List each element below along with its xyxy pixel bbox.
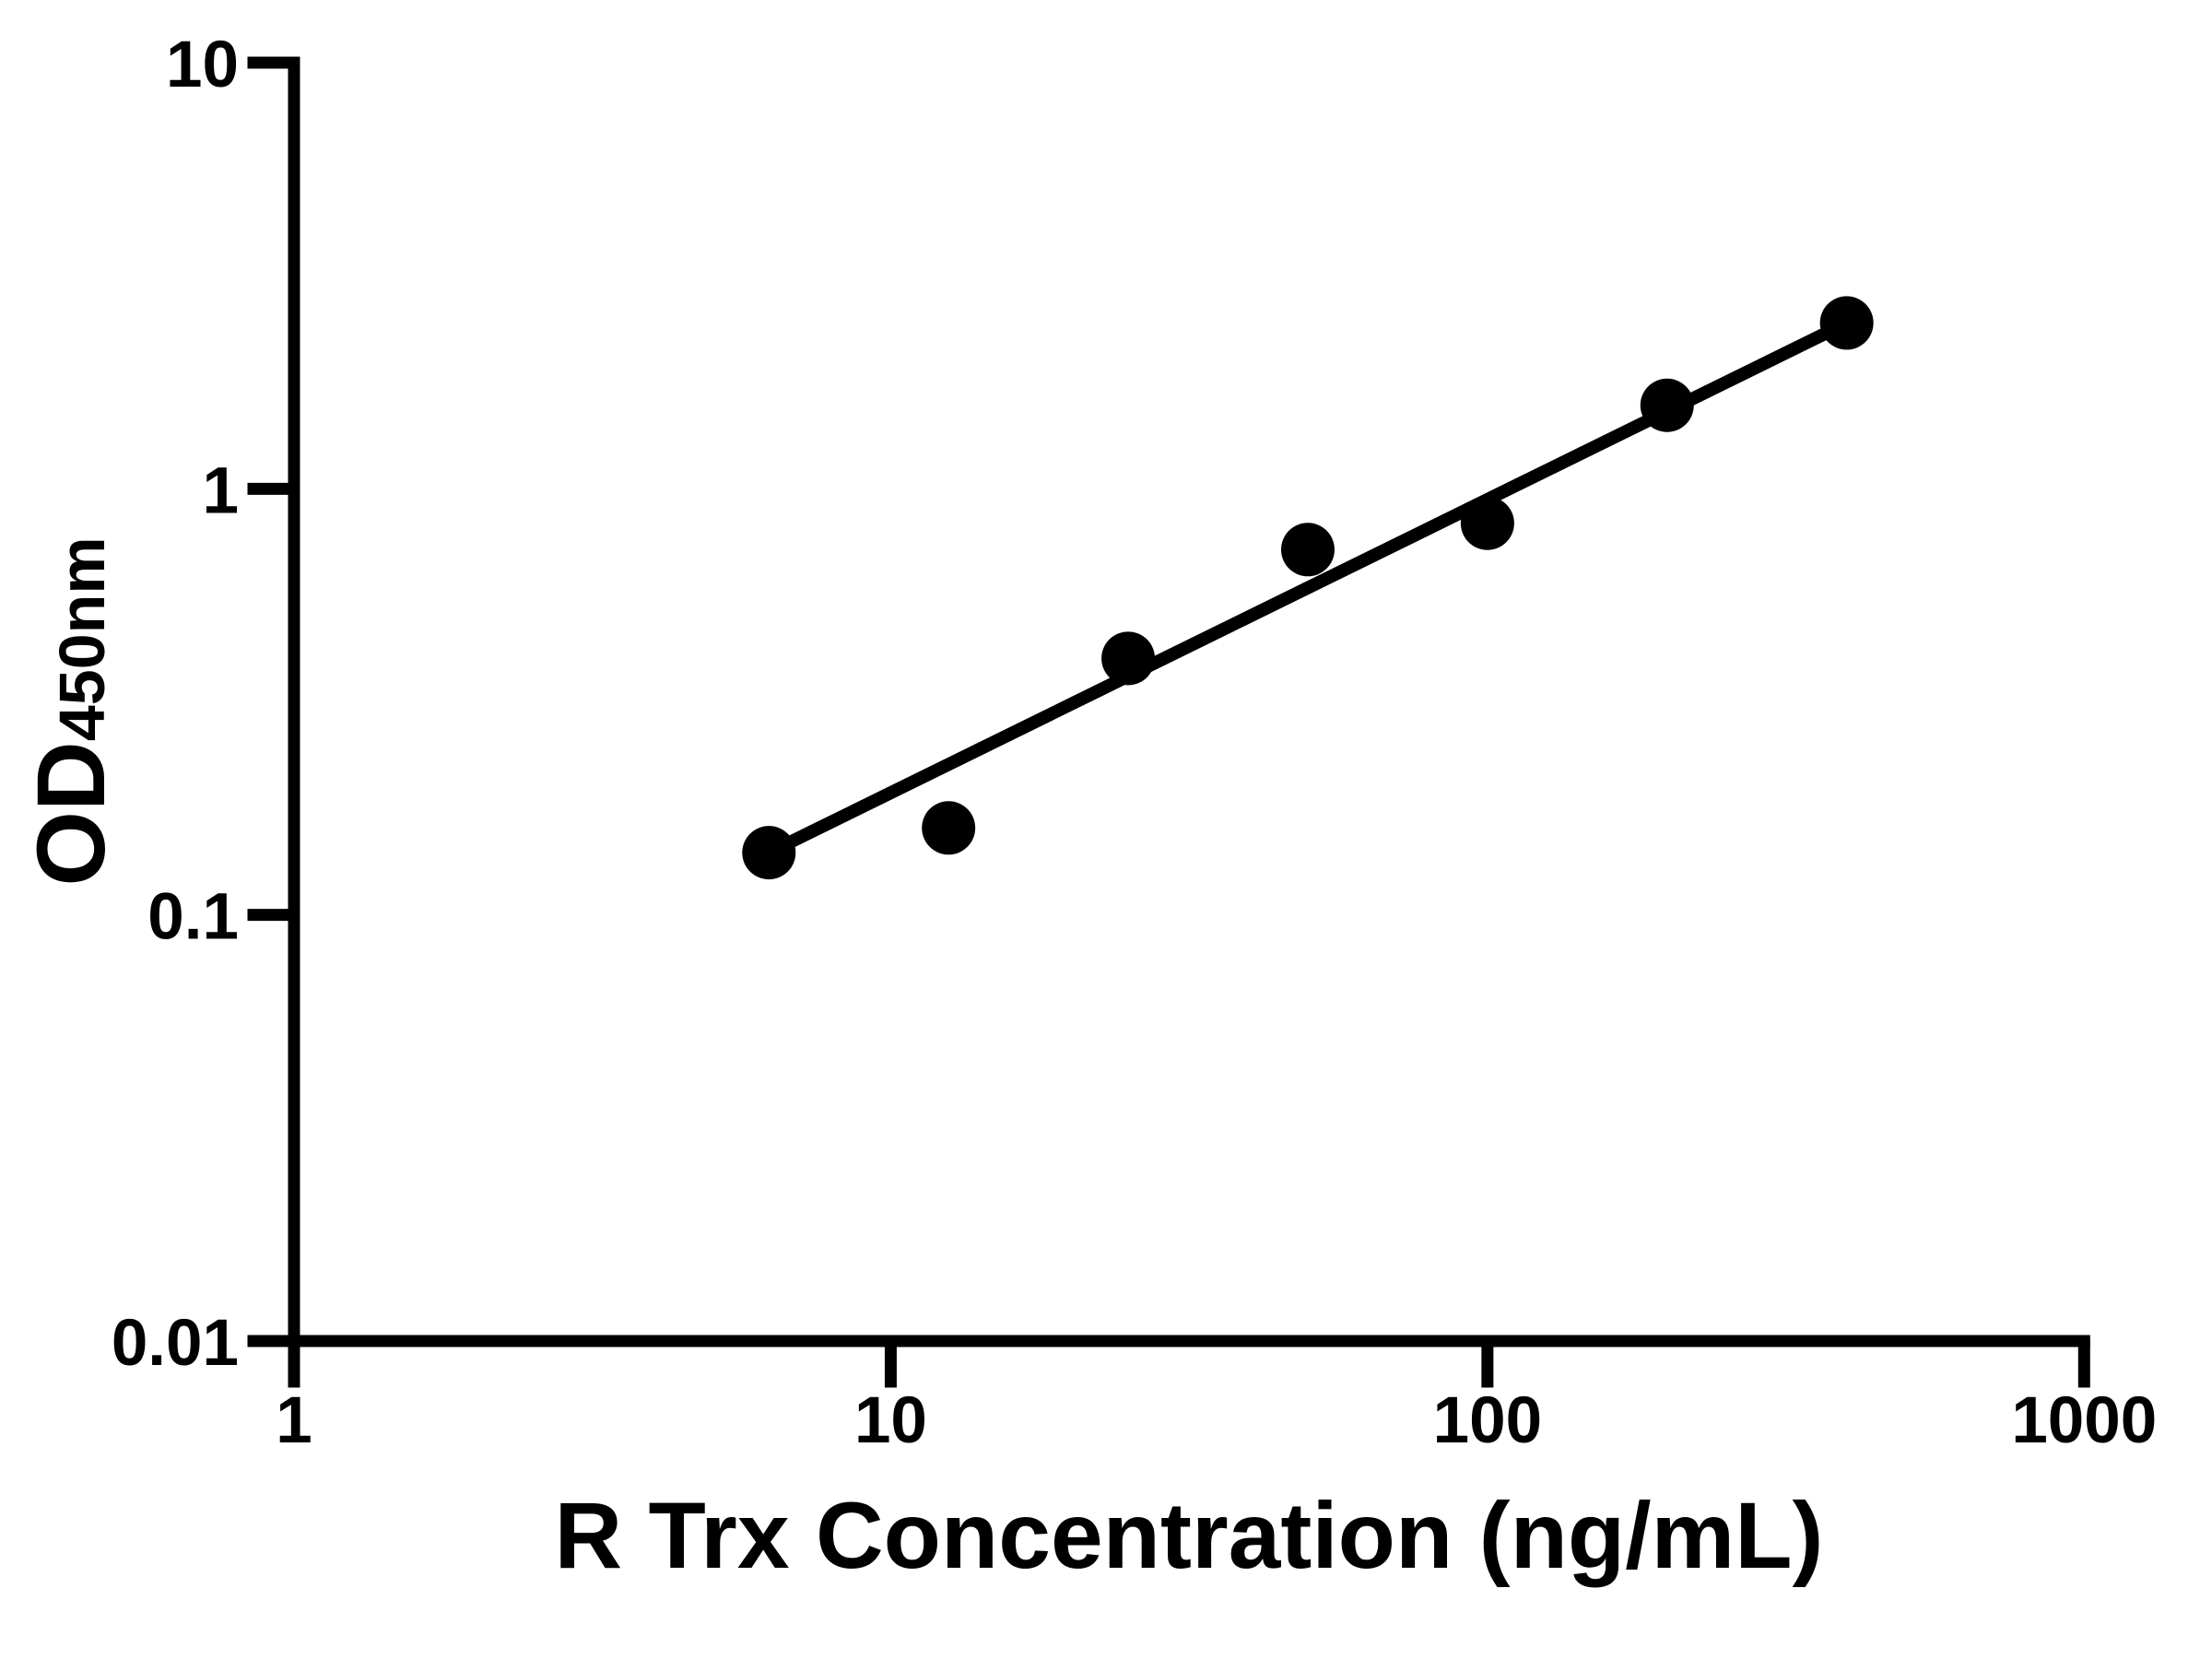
data-point bbox=[1280, 523, 1335, 577]
data-point bbox=[1460, 496, 1514, 550]
x-tick-label: 1 bbox=[276, 1384, 312, 1457]
y-axis-title: OD450nm bbox=[17, 536, 127, 886]
x-tick-label: 10 bbox=[854, 1384, 927, 1457]
y-tick-label: 0.1 bbox=[147, 881, 239, 954]
x-tick-label: 1000 bbox=[2011, 1384, 2157, 1457]
y-tick-label: 0.01 bbox=[112, 1307, 239, 1380]
y-tick-label: 10 bbox=[166, 29, 239, 101]
data-point bbox=[1640, 378, 1694, 432]
data-point bbox=[1101, 631, 1156, 686]
x-axis-title: R Trx Concentration (ng/mL) bbox=[554, 1483, 1824, 1588]
data-point bbox=[922, 801, 976, 855]
y-tick-label: 1 bbox=[203, 454, 240, 527]
y-axis-title-subscript: 450nm bbox=[46, 536, 118, 742]
x-tick-label: 100 bbox=[1433, 1384, 1542, 1457]
y-axis-title-main: OD bbox=[18, 741, 125, 887]
data-point bbox=[742, 826, 796, 880]
data-point bbox=[1819, 296, 1874, 350]
